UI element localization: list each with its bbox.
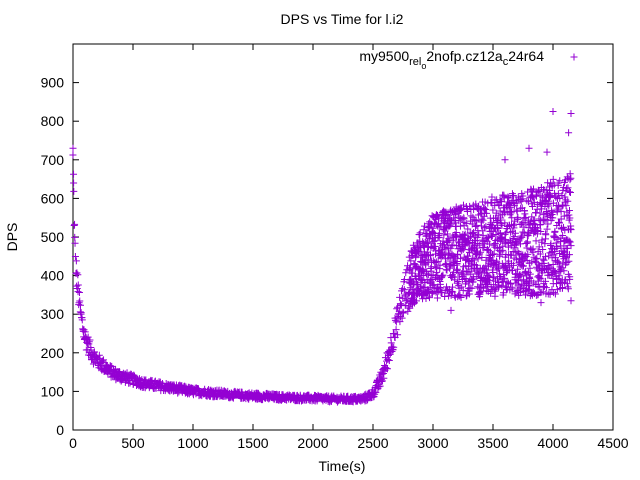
y-tick-label: 300 [41, 306, 65, 322]
plot-area [73, 44, 613, 430]
legend-marker [571, 54, 578, 61]
data-point [526, 145, 533, 152]
data-point [524, 238, 531, 245]
series-points [69, 108, 574, 406]
data-point [563, 202, 570, 209]
legend-label-sub: rel [409, 56, 421, 68]
legend-label-part: my9500 [359, 48, 409, 64]
data-point [509, 267, 516, 274]
legend-marker-symbol [571, 54, 578, 61]
data-point [565, 129, 572, 136]
data-point [550, 289, 557, 296]
x-tick-label: 2000 [297, 435, 328, 451]
legend: my9500relo2nofp.cz12ac24r64 [359, 48, 577, 71]
data-point [568, 110, 575, 117]
data-point [436, 265, 443, 272]
data-point [69, 152, 76, 159]
x-tick-label: 1000 [177, 435, 208, 451]
data-point [545, 252, 552, 259]
x-tick-label: 4500 [597, 435, 628, 451]
data-point [70, 145, 77, 152]
y-tick-label: 0 [56, 422, 64, 438]
data-point [482, 206, 489, 213]
y-tick-label: 400 [41, 268, 65, 284]
data-point [533, 237, 540, 244]
data-point [551, 228, 558, 235]
data-point [454, 266, 461, 273]
data-point [511, 233, 518, 240]
data-point [396, 294, 403, 301]
data-point [70, 171, 77, 178]
data-point [538, 299, 545, 306]
data-point [565, 285, 572, 292]
data-point [70, 188, 77, 195]
data-point [508, 214, 515, 221]
x-tick-label: 3500 [477, 435, 508, 451]
y-tick-label: 500 [41, 229, 65, 245]
x-tick-label: 2500 [357, 435, 388, 451]
data-point [75, 288, 82, 295]
x-tick-label: 500 [121, 435, 145, 451]
data-point [541, 217, 548, 224]
data-point [535, 215, 542, 222]
data-point [502, 156, 509, 163]
y-tick-label: 900 [41, 75, 65, 91]
y-axis-label: DPS [4, 223, 20, 252]
legend-label: my9500relo2nofp.cz12ac24r64 [359, 48, 544, 71]
data-point [417, 229, 424, 236]
data-point [523, 197, 530, 204]
data-point [504, 194, 511, 201]
data-point [416, 231, 423, 238]
data-point [490, 274, 497, 281]
data-point [74, 271, 81, 278]
legend-label-part: 2nofp.cz12a [426, 48, 502, 64]
y-tick-label: 800 [41, 113, 65, 129]
data-point [568, 297, 575, 304]
y-tick-label: 100 [41, 383, 65, 399]
data-point [477, 289, 484, 296]
x-tick-label: 0 [69, 435, 77, 451]
legend-label-part: 24r64 [508, 48, 544, 64]
data-point [480, 217, 487, 224]
data-point [550, 108, 557, 115]
x-tick-label: 1500 [237, 435, 268, 451]
y-tick-label: 700 [41, 152, 65, 168]
y-tick-label: 600 [41, 190, 65, 206]
data-point [519, 228, 526, 235]
plot-border [73, 44, 613, 430]
dps-vs-time-chart: DPS vs Time for l.i2 0 500 1000 1500 2000 250… [0, 0, 640, 480]
x-tick-label: 3000 [417, 435, 448, 451]
chart-title: DPS vs Time for l.i2 [281, 11, 404, 27]
data-point [489, 206, 496, 213]
x-tick-label: 4000 [537, 435, 568, 451]
data-point [544, 221, 551, 228]
data-point [76, 297, 83, 304]
y-tick-label: 200 [41, 345, 65, 361]
data-point [454, 278, 461, 285]
data-point [75, 281, 82, 288]
data-point [73, 257, 80, 264]
data-point [554, 207, 561, 214]
data-point [521, 210, 528, 217]
data-point [70, 179, 77, 186]
x-axis-label: Time(s) [319, 458, 366, 474]
data-point [544, 226, 551, 233]
data-point [71, 221, 78, 228]
data-point [448, 307, 455, 314]
data-point [434, 295, 441, 302]
data-point [544, 149, 551, 156]
